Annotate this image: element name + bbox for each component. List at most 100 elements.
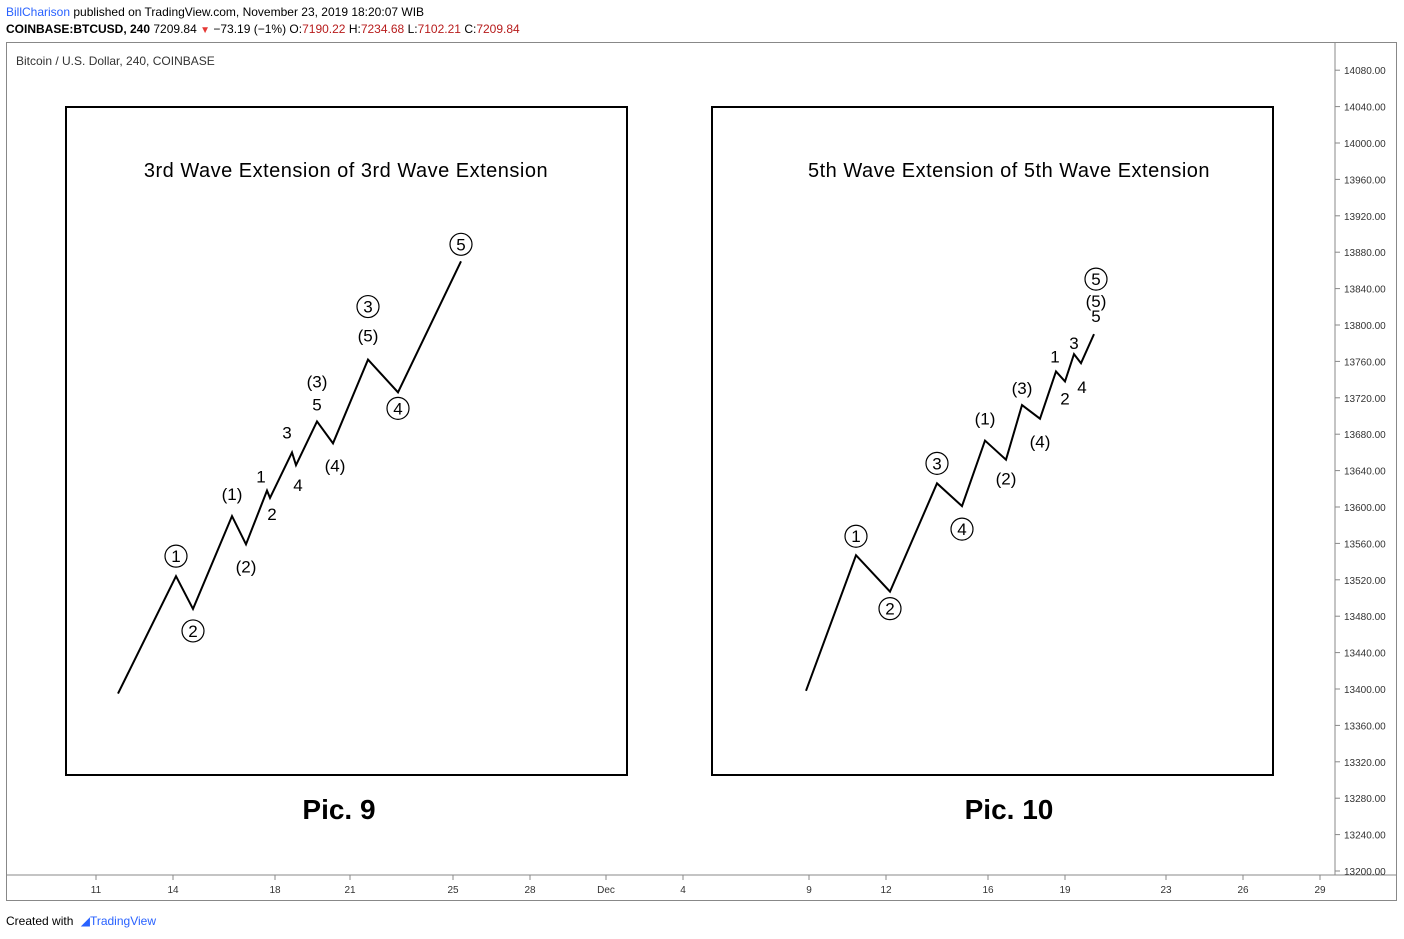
price-tick-label: 14080.00 [1344, 66, 1386, 77]
svg-text:4: 4 [957, 520, 966, 539]
price-tick-label: 13600.00 [1344, 503, 1386, 514]
wave-label-circled: 1 [164, 544, 188, 568]
wave-label: (2) [996, 470, 1017, 489]
chart-frame[interactable] [6, 42, 1397, 901]
price-tick-label: 13320.00 [1344, 758, 1386, 769]
wave-label: (3) [307, 372, 328, 391]
wave-label: 1 [1050, 347, 1059, 366]
published-text: published on TradingView.com, November 2… [73, 5, 425, 19]
wave-label: (5) [1086, 292, 1107, 311]
price-tick-label: 13280.00 [1344, 794, 1386, 805]
time-tick-label: 28 [524, 885, 536, 896]
wave-label: 3 [1069, 334, 1078, 353]
time-tick-label: 21 [344, 885, 356, 896]
time-tick-label: 25 [447, 885, 459, 896]
close-value: 7209.84 [476, 22, 520, 36]
price-tick-label: 13480.00 [1344, 612, 1386, 623]
created-with-text: Created with [6, 914, 74, 928]
price-tick-label: 13640.00 [1344, 467, 1386, 478]
wave-label: (4) [1030, 433, 1051, 452]
pic10-title: 5th Wave Extension of 5th Wave Extension [808, 160, 1210, 182]
price-tick-label: 13800.00 [1344, 321, 1386, 332]
time-tick-label: Dec [597, 885, 615, 896]
time-tick-label: 12 [880, 885, 892, 896]
high-value: 7234.68 [360, 22, 405, 36]
wave-label: (5) [358, 327, 379, 346]
price-tick-label: 13720.00 [1344, 394, 1386, 405]
price-tick-label: 13200.00 [1344, 867, 1386, 878]
last-price: 7209.84 [153, 22, 197, 36]
price-tick-label: 13880.00 [1344, 248, 1386, 259]
svg-text:3: 3 [932, 454, 941, 473]
wave-label: 1 [256, 468, 265, 487]
price-tick-label: 13840.00 [1344, 285, 1386, 296]
wave-label: 5 [312, 395, 321, 414]
symbol-line: COINBASE:BTCUSD, 240 7209.84 ▼ −73.19 (−… [6, 22, 520, 36]
price-tick-label: 13920.00 [1344, 212, 1386, 223]
time-tick-label: 23 [1160, 885, 1172, 896]
low-value: 7102.21 [417, 22, 461, 36]
svg-text:1: 1 [851, 527, 860, 546]
author-link[interactable]: BillCharison [6, 5, 71, 19]
tradingview-logo-icon[interactable]: ◢ [80, 914, 90, 928]
pane-title: Bitcoin / U.S. Dollar, 240, COINBASE [16, 54, 215, 68]
time-tick-label: 29 [1314, 885, 1326, 896]
wave-label-circled: 5 [449, 232, 473, 256]
svg-text:3: 3 [363, 298, 372, 317]
wave-label: 4 [293, 476, 302, 495]
wave-label-circled: 1 [844, 524, 868, 548]
down-arrow-icon: ▼ [200, 25, 211, 36]
time-tick-label: 16 [982, 885, 994, 896]
svg-text:4: 4 [393, 399, 402, 418]
price-tick-label: 13560.00 [1344, 539, 1386, 550]
price-tick-label: 13360.00 [1344, 721, 1386, 732]
wave-label-circled: 4 [386, 396, 410, 420]
price-tick-label: 13680.00 [1344, 430, 1386, 441]
wave-label: 3 [282, 423, 291, 442]
time-tick-label: 11 [91, 885, 102, 896]
tradingview-brand[interactable]: TradingView [89, 914, 156, 928]
pic9-wave-line [117, 260, 462, 694]
pic9-frame [65, 106, 628, 776]
price-change: −73.19 (−1%) [213, 22, 287, 36]
time-tick-label: 26 [1237, 885, 1249, 896]
price-tick-label: 13240.00 [1344, 831, 1386, 842]
svg-text:2: 2 [885, 600, 894, 619]
price-tick-label: 14040.00 [1344, 103, 1386, 114]
price-tick-label: 13520.00 [1344, 576, 1386, 587]
price-axis[interactable]: 14080.00 14040.00 14000.00 13960.00 13920.00… [1335, 66, 1386, 878]
price-tick-label: 13400.00 [1344, 685, 1386, 696]
wave-label-circled: 2 [878, 597, 902, 621]
time-tick-label: 19 [1059, 885, 1071, 896]
wave-label-circled: 4 [950, 517, 974, 541]
high-label: H: [348, 22, 361, 36]
wave-label: (1) [975, 410, 996, 429]
wave-label-circled: 3 [925, 451, 949, 475]
open-label: O: [289, 22, 303, 36]
publish-info: BillCharison published on TradingView.co… [6, 5, 424, 19]
wave-label: (4) [325, 456, 346, 475]
pic9-caption: Pic. 9 [302, 794, 375, 825]
svg-text:5: 5 [1091, 270, 1100, 289]
wave-label-circled: 3 [356, 294, 380, 319]
low-label: L: [407, 22, 418, 36]
footer: Created with ◢TradingView [6, 914, 156, 928]
pic10-wave-line [805, 333, 1095, 692]
pic10-frame [711, 106, 1274, 776]
time-tick-label: 18 [269, 885, 281, 896]
svg-text:5: 5 [456, 235, 465, 254]
price-tick-label: 13960.00 [1344, 175, 1386, 186]
time-tick-label: 9 [806, 885, 812, 896]
time-axis[interactable]: 11 14 18 21 25 28 Dec 4 9 12 16 19 23 26 29 [91, 875, 1326, 896]
wave-label: (3) [1012, 379, 1033, 398]
svg-text:2: 2 [188, 622, 197, 641]
wave-label: (2) [236, 557, 257, 576]
wave-label: 4 [1077, 378, 1086, 397]
open-value: 7190.22 [302, 22, 346, 36]
wave-label: 2 [267, 505, 276, 524]
pic9-title: 3rd Wave Extension of 3rd Wave Extension [144, 160, 548, 182]
pic10-caption: Pic. 10 [965, 794, 1054, 825]
